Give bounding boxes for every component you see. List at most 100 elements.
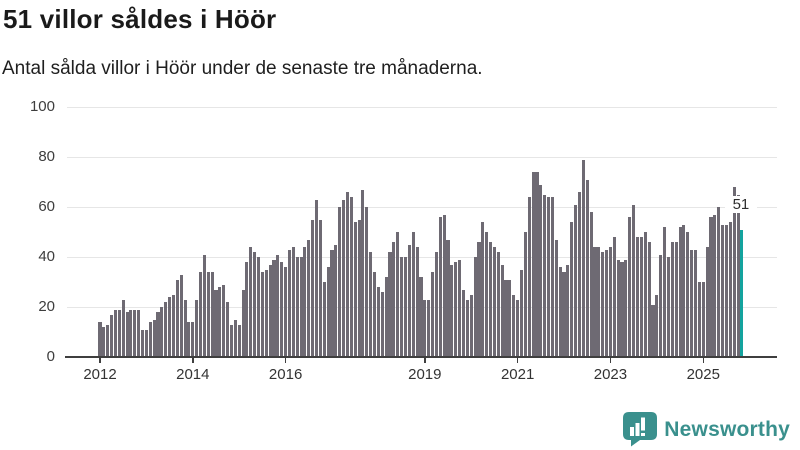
bar <box>461 289 466 357</box>
bar <box>249 247 253 357</box>
x-axis-tick <box>192 358 194 363</box>
bar <box>287 249 292 357</box>
bar <box>268 264 272 357</box>
x-axis-tick <box>284 358 287 363</box>
bar <box>535 172 539 357</box>
gridline <box>67 107 777 108</box>
bar <box>129 309 133 357</box>
bar <box>175 279 179 357</box>
bar <box>438 217 442 357</box>
bar <box>315 199 319 357</box>
bar <box>601 252 605 357</box>
bar <box>562 272 566 357</box>
bar <box>353 222 357 357</box>
bar <box>550 197 554 357</box>
gridline <box>67 257 777 258</box>
bar <box>504 279 508 357</box>
bar <box>330 249 334 357</box>
x-axis-tick <box>424 358 426 363</box>
bar <box>229 324 234 357</box>
bar <box>643 232 647 357</box>
bar <box>202 254 206 357</box>
bar <box>260 272 264 357</box>
bar <box>732 187 736 357</box>
brand-footer: Newsworthy <box>623 412 790 447</box>
bar <box>651 304 655 357</box>
bar <box>106 324 110 357</box>
bar <box>454 262 458 357</box>
bar <box>411 232 415 357</box>
bar <box>148 322 152 357</box>
x-axis-label: 2023 <box>593 366 628 383</box>
bar <box>206 272 210 357</box>
bar <box>152 319 156 357</box>
bar <box>253 252 257 357</box>
bar <box>693 249 698 357</box>
bar <box>133 309 137 357</box>
bar <box>589 212 593 357</box>
bar <box>121 299 125 357</box>
bar <box>198 272 203 357</box>
chart-subtitle: Antal sålda villor i Höör under de senas… <box>2 58 483 79</box>
bar <box>492 247 496 357</box>
gridline <box>67 207 777 208</box>
bar <box>423 299 427 357</box>
bar <box>500 264 504 357</box>
bar <box>102 327 106 357</box>
bar <box>728 222 732 357</box>
bar <box>605 249 609 357</box>
bar <box>469 294 473 357</box>
bar <box>322 282 326 357</box>
bar <box>628 217 632 357</box>
y-axis-label: 100 <box>29 98 55 115</box>
bar <box>670 242 674 357</box>
bar <box>210 272 214 357</box>
bar <box>307 239 311 357</box>
bar <box>280 262 284 357</box>
bar <box>311 219 315 357</box>
bar <box>226 302 230 357</box>
x-axis-tick <box>99 358 101 363</box>
bar <box>574 204 578 357</box>
bar <box>380 292 384 357</box>
bar <box>620 262 624 357</box>
bar <box>326 267 330 357</box>
bar <box>442 214 446 357</box>
bar <box>496 252 500 357</box>
bar <box>519 269 524 357</box>
bar <box>415 247 419 357</box>
x-axis-line <box>65 356 777 358</box>
x-axis-label: 2019 <box>408 366 442 383</box>
bar <box>612 237 616 357</box>
bar <box>376 287 380 357</box>
bar <box>593 247 597 357</box>
bar <box>299 257 303 357</box>
bar <box>516 299 520 357</box>
bar <box>465 299 469 357</box>
bar <box>237 324 241 357</box>
bar <box>736 194 740 357</box>
y-axis-label: 60 <box>38 198 55 215</box>
bar <box>222 284 226 357</box>
bar <box>427 299 431 357</box>
bar <box>384 277 388 357</box>
bar <box>577 192 582 357</box>
bar <box>697 282 701 357</box>
bar <box>345 192 350 357</box>
bar <box>187 322 191 357</box>
bar <box>655 294 659 357</box>
y-axis-label: 80 <box>38 148 55 165</box>
bar <box>272 259 276 357</box>
bar <box>690 249 694 357</box>
bar <box>183 299 187 357</box>
bar <box>245 262 249 357</box>
bar <box>113 309 117 357</box>
bar <box>164 302 168 357</box>
page-title: 51 villor såldes i Höör <box>3 4 277 34</box>
bar <box>431 272 435 357</box>
bar <box>682 224 686 357</box>
bar <box>392 242 396 357</box>
bar <box>581 159 585 357</box>
x-axis-label: 2012 <box>83 366 117 383</box>
bar <box>373 272 377 357</box>
